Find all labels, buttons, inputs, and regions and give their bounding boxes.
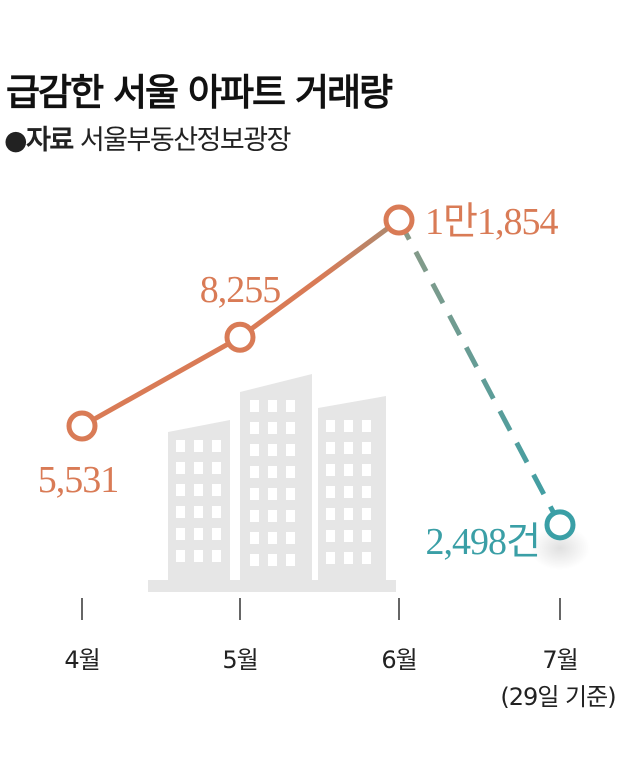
point-shadow — [530, 526, 590, 570]
data-label: 1만1,854 — [425, 201, 558, 243]
x-tick-label: 6월 — [381, 646, 416, 674]
source-label: 자료 — [26, 125, 74, 156]
x-tick-label: 7월 — [542, 646, 577, 674]
source-text: 서울부동산정보광장 — [79, 125, 292, 156]
chart-title: 급감한 서울 아파트 거래량 — [6, 71, 393, 114]
x-tick-note: (29일 기준) — [500, 683, 615, 711]
source-line: ●자료 서울부동산정보광장 — [4, 118, 292, 157]
data-label: 8,255 — [200, 269, 281, 311]
building-illustration — [148, 374, 396, 592]
data-label: 2,498건 — [426, 521, 540, 563]
bullet-icon: ● — [4, 125, 28, 156]
data-point — [224, 321, 256, 353]
data-point — [66, 410, 98, 442]
data-point — [544, 509, 576, 541]
series-line-dashed — [396, 218, 563, 526]
x-tick-label: 4월 — [64, 646, 99, 674]
data-point — [383, 204, 415, 236]
data-label: 5,531 — [38, 459, 119, 501]
x-tick-label: 5월 — [222, 646, 257, 674]
